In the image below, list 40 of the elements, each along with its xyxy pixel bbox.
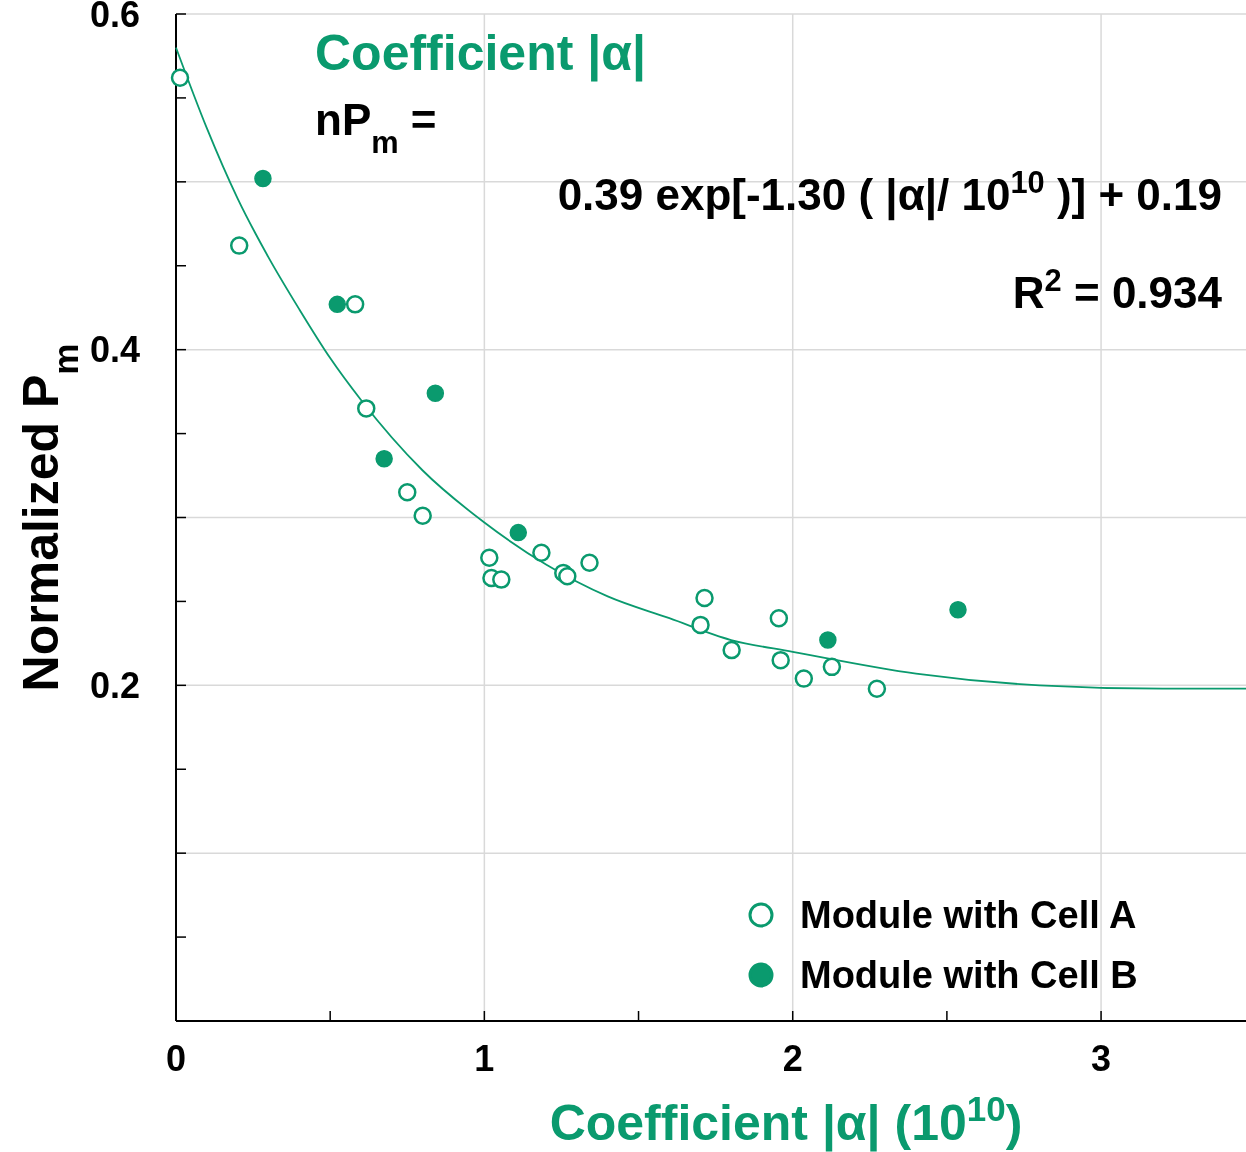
point <box>492 570 511 589</box>
point <box>691 615 710 635</box>
point <box>867 679 887 698</box>
point <box>532 543 551 562</box>
point <box>509 523 528 542</box>
point <box>357 399 376 418</box>
x-tick-label: 3 <box>1091 1038 1112 1079</box>
point <box>771 650 790 670</box>
x-tick-label: 0 <box>165 1038 187 1079</box>
point <box>695 588 714 608</box>
point <box>480 548 499 568</box>
point <box>345 295 365 314</box>
point <box>426 384 445 403</box>
point <box>580 553 599 573</box>
x-axis-title: Coefficient |α| (10$^{10}$) <box>549 1088 1023 1152</box>
annotation: Coefficient |α| <box>315 25 646 82</box>
point <box>413 506 432 526</box>
point <box>398 483 417 502</box>
annotation: 0.39 exp[-1.30 ( |α|/ 10$^{10}$ )] + 0.19 <box>557 164 1222 221</box>
point <box>375 450 393 468</box>
point <box>949 601 967 619</box>
y-tick-label: 0.2 <box>89 664 140 706</box>
point <box>819 631 837 649</box>
point <box>794 669 814 688</box>
point <box>229 236 249 255</box>
point <box>328 295 347 314</box>
y-tick-label: 0.6 <box>89 0 140 35</box>
point <box>722 640 741 660</box>
annotation: R$^{2}$ = 0.934 <box>1012 262 1223 317</box>
y-tick-label: 0.4 <box>89 329 140 371</box>
point <box>170 68 190 88</box>
x-tick-label: 1 <box>474 1038 495 1079</box>
point <box>769 608 789 628</box>
legend-label: Module with Cell B <box>800 954 1138 997</box>
legend-label: Module with Cell A <box>800 894 1137 937</box>
point <box>822 657 842 677</box>
point <box>558 566 577 586</box>
annotation: nP$_{m}$ = <box>315 95 437 160</box>
x-tick-label: 2 <box>782 1038 803 1079</box>
point <box>254 169 272 188</box>
